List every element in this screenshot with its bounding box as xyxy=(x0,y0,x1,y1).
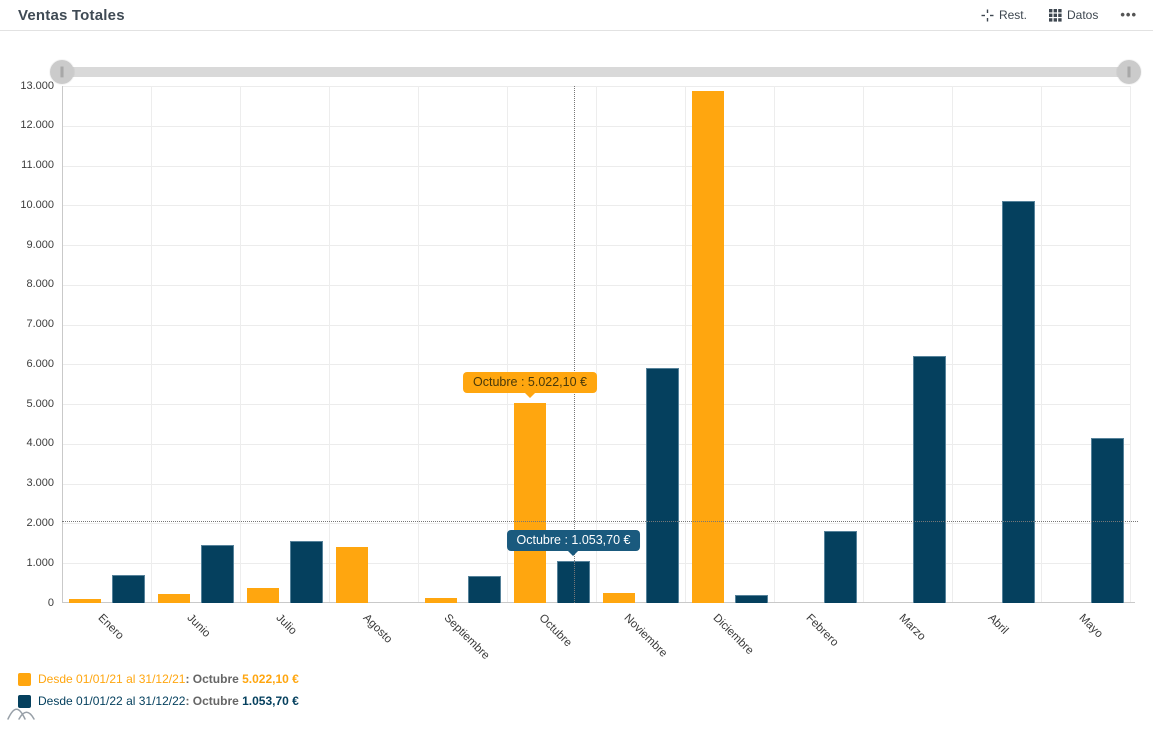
widget-header: Ventas Totales Rest. xyxy=(0,0,1153,31)
x-axis-label: Marzo xyxy=(896,612,928,644)
legend-value: 1.053,70 € xyxy=(242,694,299,708)
x-axis-label: Agosto xyxy=(360,612,395,646)
gridline-vertical xyxy=(151,86,152,603)
bar[interactable] xyxy=(158,593,190,603)
gridline-vertical xyxy=(329,86,330,603)
x-axis-label: Julio xyxy=(273,612,299,638)
x-axis-line xyxy=(62,602,1135,603)
y-axis-label: 4.000 xyxy=(26,437,54,450)
bar[interactable] xyxy=(425,598,457,603)
x-axis-label: Septiembre xyxy=(441,612,492,663)
more-menu-button[interactable]: ••• xyxy=(1118,8,1139,22)
y-axis-label: 1.000 xyxy=(26,556,54,569)
y-axis-label: 13.000 xyxy=(20,79,54,92)
gridline-vertical xyxy=(507,86,508,603)
bar[interactable] xyxy=(692,91,724,603)
x-axis-label: Junio xyxy=(184,612,213,640)
chart-legend: Desde 01/01/21 al 31/12/21: Octubre 5.02… xyxy=(18,672,299,716)
legend-series-label: Desde 01/01/21 al 31/12/21 xyxy=(38,672,186,686)
gridline-vertical xyxy=(596,86,597,603)
gridline-vertical xyxy=(418,86,419,603)
y-axis-label: 5.000 xyxy=(26,397,54,410)
y-axis-label: 3.000 xyxy=(26,477,54,490)
bar[interactable] xyxy=(336,547,368,603)
y-axis-label: 0 xyxy=(47,596,54,609)
gridline-vertical xyxy=(1041,86,1042,603)
bar[interactable] xyxy=(468,575,501,603)
legend-row[interactable]: Desde 01/01/22 al 31/12/22: Octubre 1.05… xyxy=(18,694,299,708)
bar[interactable] xyxy=(646,368,679,603)
legend-text: Desde 01/01/22 al 31/12/22: Octubre 1.05… xyxy=(38,694,299,708)
tooltip-series2-text: Octubre : 1.053,70 € xyxy=(516,533,631,548)
x-axis-label: Abril xyxy=(985,612,1011,637)
bar[interactable] xyxy=(824,531,857,603)
gridline-vertical xyxy=(863,86,864,603)
y-axis-label: 7.000 xyxy=(26,318,54,331)
bar[interactable] xyxy=(514,403,546,603)
gridline-vertical xyxy=(685,86,686,603)
y-axis-label: 11.000 xyxy=(21,159,54,172)
slider-handle-right[interactable]: ∥ xyxy=(1117,60,1141,84)
reset-icon xyxy=(981,9,994,21)
bar[interactable] xyxy=(1091,437,1124,603)
drag-grip-icon: ∥ xyxy=(59,65,65,78)
y-axis-label: 8.000 xyxy=(26,278,54,291)
slider-track[interactable] xyxy=(60,67,1132,77)
gridline-vertical xyxy=(952,86,953,603)
datos-label: Datos xyxy=(1066,8,1099,22)
gridline-vertical xyxy=(774,86,775,603)
page-title: Ventas Totales xyxy=(18,6,125,24)
tooltip-series1-text: Octubre : 5.022,10 € xyxy=(473,375,587,390)
legend-swatch xyxy=(18,694,31,708)
x-axis-label: Noviembre xyxy=(621,612,670,660)
bar[interactable] xyxy=(1002,201,1035,603)
legend-category-label: : Octubre xyxy=(185,672,243,686)
y-axis-label: 10.000 xyxy=(20,198,54,211)
y-axis-label: 12.000 xyxy=(20,119,54,132)
x-axis-label: Mayo xyxy=(1076,612,1106,641)
data-grid-icon xyxy=(1048,8,1062,22)
bar[interactable] xyxy=(69,599,101,603)
bar[interactable] xyxy=(112,575,145,603)
datos-button[interactable]: Datos xyxy=(1047,6,1100,24)
y-axis-line xyxy=(62,86,63,603)
bar[interactable] xyxy=(201,545,234,603)
gridline-vertical xyxy=(240,86,241,603)
drag-grip-icon: ∥ xyxy=(1126,65,1132,78)
legend-text: Desde 01/01/21 al 31/12/21: Octubre 5.02… xyxy=(38,672,299,686)
legend-series-label: Desde 01/01/22 al 31/12/22 xyxy=(38,694,186,708)
x-axis-label: Febrero xyxy=(803,612,841,649)
tooltip-series1: Octubre : 5.022,10 € xyxy=(463,372,597,394)
legend-category-label: : Octubre xyxy=(185,694,243,708)
legend-row[interactable]: Desde 01/01/21 al 31/12/21: Octubre 5.02… xyxy=(18,672,299,686)
tooltip-series2: Octubre : 1.053,70 € xyxy=(506,530,641,552)
header-actions: Rest. Datos ••• xyxy=(979,6,1139,24)
y-axis-label: 9.000 xyxy=(26,238,54,251)
ellipsis-icon: ••• xyxy=(1120,7,1137,22)
crosshair-horizontal xyxy=(62,521,1138,523)
legend-swatch xyxy=(18,672,31,686)
distribution-watermark-icon xyxy=(7,708,35,720)
reset-button[interactable]: Rest. xyxy=(979,6,1029,24)
bar[interactable] xyxy=(603,593,635,603)
slider-handle-left[interactable]: ∥ xyxy=(50,60,74,84)
y-axis-label: 6.000 xyxy=(26,357,54,370)
y-axis-label: 2.000 xyxy=(26,516,54,529)
legend-value: 5.022,10 € xyxy=(242,672,299,686)
crosshair-vertical xyxy=(573,86,575,603)
plot-area: Octubre : 5.022,10 € Octubre : 1.053,70 … xyxy=(62,86,1138,662)
x-axis-label: Diciembre xyxy=(710,612,756,658)
reset-label: Rest. xyxy=(998,8,1027,22)
bar[interactable] xyxy=(735,595,768,603)
x-axis-label: Octubre xyxy=(536,612,575,650)
bar[interactable] xyxy=(913,356,946,603)
gridline-vertical xyxy=(1130,86,1131,603)
bar[interactable] xyxy=(290,540,323,603)
x-axis-label: Enero xyxy=(95,612,126,643)
bar[interactable] xyxy=(247,587,279,603)
